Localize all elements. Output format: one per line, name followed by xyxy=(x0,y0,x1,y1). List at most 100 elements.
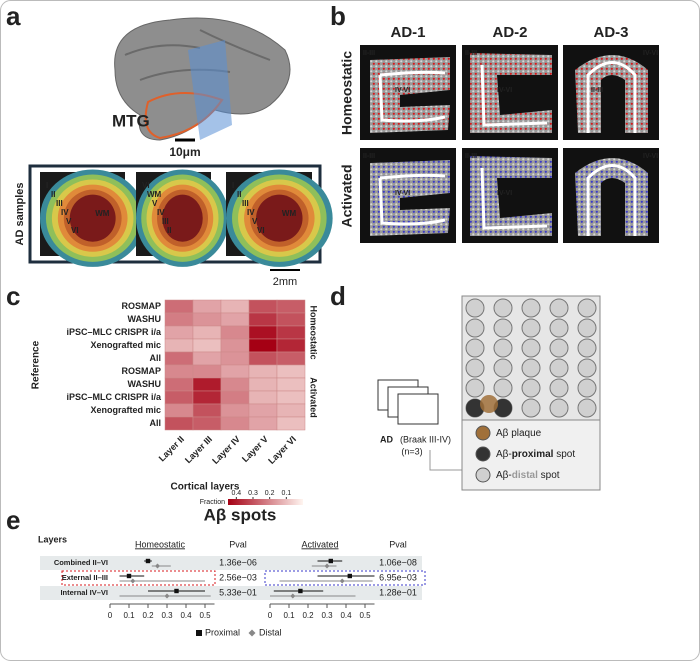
spot xyxy=(521,358,541,378)
heat-cell xyxy=(248,299,278,314)
spot xyxy=(549,398,569,418)
legend-label: Aβ plaque xyxy=(496,428,542,439)
tissue-image: II-III IV-VI xyxy=(360,148,456,243)
layer-label: I xyxy=(46,181,48,190)
heat-cell xyxy=(276,390,306,405)
row-label: Internal IV–VI xyxy=(60,588,108,597)
heat-cell xyxy=(164,403,194,418)
heat-cell xyxy=(192,390,222,405)
spot xyxy=(493,318,513,338)
heat-cell xyxy=(164,390,194,405)
boundary xyxy=(480,64,548,127)
cohort-detail: (Braak III-IV) xyxy=(400,434,451,444)
legend-marker xyxy=(248,629,256,637)
header: Pval xyxy=(389,539,407,549)
heat-cell xyxy=(276,312,306,327)
tissue xyxy=(370,160,450,236)
region-label: II-III xyxy=(363,50,375,57)
row-label: iPSC–MLC CRISPR i/a xyxy=(66,392,162,402)
spot xyxy=(521,378,541,398)
boundary xyxy=(480,167,548,230)
distal-point xyxy=(290,593,296,599)
legend-part: distal xyxy=(512,470,538,481)
heat-cell xyxy=(248,338,278,353)
spot xyxy=(549,298,569,318)
heat-cell xyxy=(248,403,278,418)
region-label: IV-VI xyxy=(395,87,410,94)
boundary xyxy=(586,61,637,133)
heat-cell xyxy=(220,299,250,314)
layer-label: IV xyxy=(247,208,255,217)
region-label: II-III xyxy=(465,153,477,160)
slides-icon xyxy=(377,379,462,471)
legend-tick-label: 0.3 xyxy=(248,490,258,497)
slice-band xyxy=(69,194,116,242)
x-tick-label: 0.3 xyxy=(161,611,173,620)
heat-cell xyxy=(192,364,222,379)
spot xyxy=(521,298,541,318)
layer-label: II xyxy=(237,190,241,199)
legend-tick-label: 0.1 xyxy=(281,490,291,497)
spot xyxy=(549,318,569,338)
scale-label: 10μm xyxy=(169,145,200,159)
legend-label: Aβ-proximal spot xyxy=(496,449,575,460)
legend-label: Aβ-distal spot xyxy=(496,470,560,481)
spot xyxy=(493,378,513,398)
heat-cell xyxy=(192,351,222,366)
heat-cell xyxy=(248,416,278,431)
x-tick-label: 0.2 xyxy=(142,611,154,620)
heat-cell xyxy=(248,312,278,327)
spot xyxy=(577,378,597,398)
scale-label: 2mm xyxy=(273,276,297,288)
proximal-point xyxy=(328,558,333,564)
spot xyxy=(493,338,513,358)
region-label: II-III xyxy=(591,87,603,94)
legend-tick-label: 0.2 xyxy=(265,490,275,497)
heat-cell xyxy=(192,377,222,392)
legend-part: Aβ- xyxy=(496,449,512,460)
proximal-point xyxy=(347,573,352,579)
heat-cell xyxy=(276,325,306,340)
header: Pval xyxy=(229,539,247,549)
x-tick-label: 0 xyxy=(108,611,113,620)
proximal-point xyxy=(298,588,303,594)
pval: 1.36e−06 xyxy=(219,557,257,567)
tissue xyxy=(575,158,648,236)
heat-cell xyxy=(164,377,194,392)
spot xyxy=(465,378,485,398)
spot-proximal xyxy=(494,399,512,417)
layer-label: VI xyxy=(71,226,79,235)
heat-cell xyxy=(220,312,250,327)
legend-title: Fraction xyxy=(200,499,225,506)
panel-title: Aβ spots xyxy=(204,505,277,524)
spot xyxy=(549,338,569,358)
layer-label: WM xyxy=(282,209,297,218)
spot xyxy=(549,358,569,378)
row-label: Xenografted mic xyxy=(90,405,161,415)
boundary xyxy=(378,70,446,123)
row-label: All xyxy=(149,353,161,363)
spot xyxy=(577,298,597,318)
row-label: Xenografted mic xyxy=(90,340,161,350)
spot xyxy=(465,298,485,318)
heat-cell xyxy=(276,377,306,392)
heat-cell xyxy=(276,364,306,379)
heat-cell xyxy=(192,325,222,340)
tissue-image: IV-VI xyxy=(563,148,659,243)
layer-label: WM xyxy=(147,190,162,199)
heat-cell xyxy=(220,416,250,431)
heat-cell xyxy=(220,403,250,418)
layer-label: III xyxy=(242,199,249,208)
x-tick-label: 0.5 xyxy=(199,611,211,620)
pval: 6.95e−03 xyxy=(379,572,417,582)
spot xyxy=(493,298,513,318)
legend-part: proximal xyxy=(512,449,554,460)
column-title: AD-2 xyxy=(492,24,527,41)
column-title: AD-3 xyxy=(593,24,628,41)
region-label: II-III xyxy=(465,50,477,57)
spot xyxy=(577,318,597,338)
tissue-image: II-III IV-VI xyxy=(462,45,558,140)
color-bar xyxy=(228,499,303,505)
heat-cell xyxy=(192,299,222,314)
